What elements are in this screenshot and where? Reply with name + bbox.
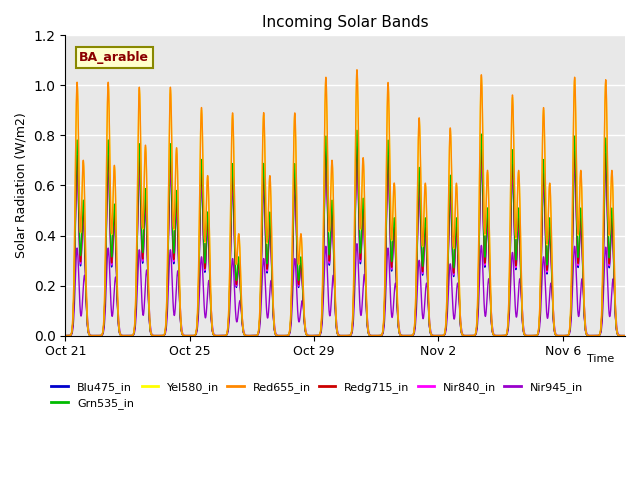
Blu475_in (181, 333, 189, 338)
Redg715_in (400, 333, 408, 338)
Blu475_in (568, 270, 576, 276)
Yel580_in (61, 333, 69, 338)
Red655_in (181, 333, 189, 338)
Nir945_in (568, 300, 576, 306)
Yel580_in (568, 240, 576, 246)
Legend: Blu475_in, Grn535_in, Yel580_in, Red655_in, Redg715_in, Nir840_in, Nir945_in: Blu475_in, Grn535_in, Yel580_in, Red655_… (47, 377, 588, 413)
Grn535_in (400, 333, 408, 338)
Redg715_in (410, 331, 417, 336)
Line: Nir945_in: Nir945_in (65, 244, 625, 336)
Red655_in (218, 333, 225, 338)
Red655_in (400, 333, 408, 338)
Redg715_in (353, 143, 361, 149)
Redg715_in (568, 266, 576, 272)
Yel580_in (621, 333, 628, 338)
Grn535_in (568, 261, 576, 266)
Red655_in (568, 240, 576, 245)
Blu475_in (621, 333, 629, 338)
Grn535_in (621, 333, 629, 338)
Grn535_in (410, 331, 417, 336)
Line: Blu475_in: Blu475_in (65, 156, 625, 336)
Blu475_in (61, 333, 69, 338)
Nir945_in (400, 333, 408, 338)
Blu475_in (621, 333, 628, 338)
Nir840_in (410, 331, 417, 336)
Nir945_in (181, 333, 189, 338)
Line: Grn535_in: Grn535_in (65, 130, 625, 336)
Line: Red655_in: Red655_in (65, 70, 625, 336)
Nir840_in (61, 333, 69, 338)
Red655_in (410, 330, 417, 336)
Nir840_in (621, 333, 629, 338)
Nir945_in (410, 332, 417, 337)
Redg715_in (621, 333, 628, 338)
Nir840_in (568, 268, 576, 274)
Nir945_in (621, 333, 628, 338)
Nir840_in (353, 148, 361, 154)
Blu475_in (410, 331, 417, 336)
Title: Incoming Solar Bands: Incoming Solar Bands (262, 15, 428, 30)
Grn535_in (61, 333, 69, 338)
Redg715_in (218, 333, 225, 338)
Yel580_in (410, 330, 417, 336)
Yel580_in (400, 333, 408, 338)
Line: Nir840_in: Nir840_in (65, 151, 625, 336)
Text: BA_arable: BA_arable (79, 51, 149, 64)
Yel580_in (621, 333, 629, 338)
Blu475_in (218, 333, 225, 338)
Grn535_in (218, 333, 225, 338)
Red655_in (621, 333, 628, 338)
X-axis label: Time: Time (586, 354, 614, 364)
Redg715_in (181, 333, 189, 338)
Y-axis label: Solar Radiation (W/m2): Solar Radiation (W/m2) (15, 113, 28, 258)
Yel580_in (181, 333, 189, 338)
Nir840_in (181, 333, 189, 338)
Line: Yel580_in: Yel580_in (65, 72, 625, 336)
Red655_in (61, 333, 69, 338)
Grn535_in (353, 127, 361, 133)
Nir840_in (621, 333, 628, 338)
Nir945_in (621, 333, 629, 338)
Blu475_in (400, 333, 408, 338)
Nir840_in (400, 333, 408, 338)
Grn535_in (621, 333, 628, 338)
Red655_in (353, 67, 361, 72)
Redg715_in (61, 333, 69, 338)
Line: Redg715_in: Redg715_in (65, 146, 625, 336)
Nir945_in (218, 333, 225, 338)
Nir945_in (61, 333, 69, 338)
Nir840_in (218, 333, 225, 338)
Nir945_in (353, 241, 361, 247)
Blu475_in (353, 154, 361, 159)
Red655_in (621, 333, 629, 338)
Grn535_in (181, 333, 189, 338)
Yel580_in (353, 70, 361, 75)
Yel580_in (218, 333, 225, 338)
Redg715_in (621, 333, 629, 338)
